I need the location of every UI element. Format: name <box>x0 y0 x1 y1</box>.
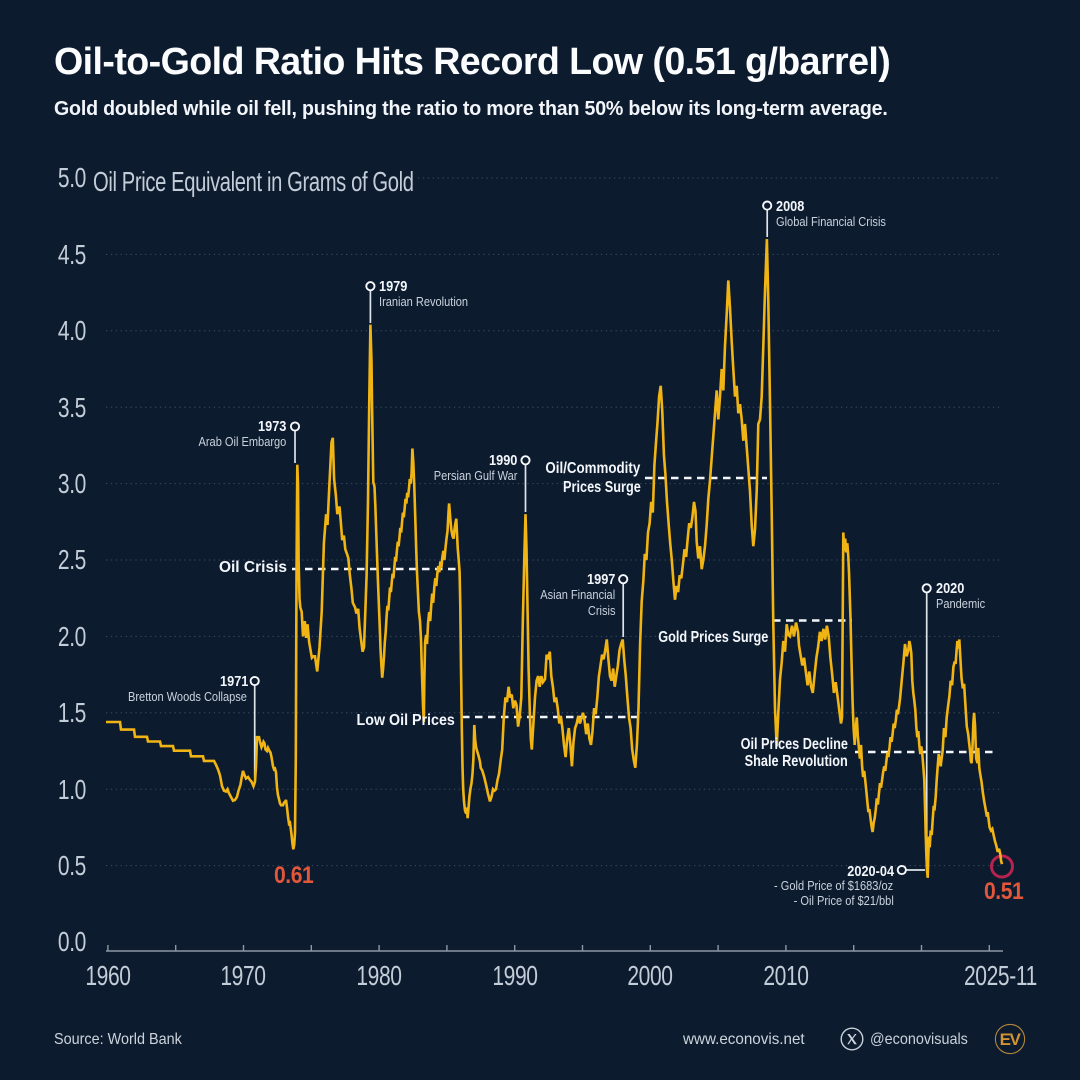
svg-text:EV: EV <box>1000 1030 1022 1049</box>
